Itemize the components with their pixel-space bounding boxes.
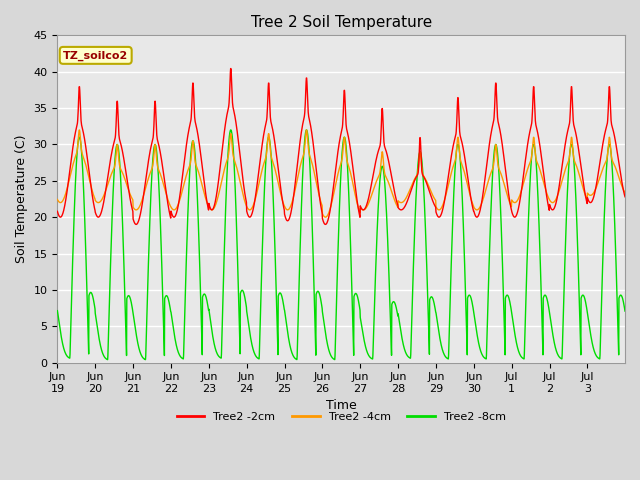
Line: Tree2 -4cm: Tree2 -4cm — [58, 130, 625, 217]
Tree2 -4cm — [621, 190, 629, 195]
Tree2 -2cm — [507, 204, 515, 209]
Tree2 -4cm — [371, 184, 378, 190]
Tree2 -4cm — [322, 214, 330, 220]
Tree2 -8cm — [507, 303, 515, 309]
Tree2 -8cm — [104, 357, 111, 362]
Tree2 -4cm — [588, 192, 595, 198]
Tree2 -2cm — [371, 165, 378, 171]
Tree2 -2cm — [212, 195, 220, 201]
Line: Tree2 -8cm: Tree2 -8cm — [58, 130, 625, 360]
Tree2 -2cm — [227, 66, 235, 72]
Tree2 -8cm — [54, 308, 61, 313]
Tree2 -2cm — [572, 128, 579, 134]
Tree2 -4cm — [212, 201, 220, 207]
Tree2 -2cm — [621, 194, 629, 200]
Line: Tree2 -2cm: Tree2 -2cm — [58, 69, 625, 225]
Title: Tree 2 Soil Temperature: Tree 2 Soil Temperature — [251, 15, 432, 30]
Tree2 -8cm — [588, 334, 595, 340]
Y-axis label: Soil Temperature (C): Soil Temperature (C) — [15, 135, 28, 263]
Tree2 -8cm — [212, 348, 220, 353]
Tree2 -2cm — [588, 200, 595, 205]
Tree2 -4cm — [54, 197, 61, 203]
Tree2 -4cm — [507, 202, 515, 208]
Tree2 -4cm — [76, 127, 83, 133]
Tree2 -4cm — [572, 160, 579, 166]
Text: TZ_soilco2: TZ_soilco2 — [63, 50, 129, 60]
Tree2 -2cm — [132, 222, 140, 228]
Tree2 -8cm — [358, 326, 366, 332]
X-axis label: Time: Time — [326, 399, 356, 412]
Tree2 -2cm — [358, 206, 366, 212]
Tree2 -8cm — [371, 303, 378, 309]
Tree2 -4cm — [358, 207, 366, 213]
Tree2 -8cm — [227, 127, 235, 133]
Tree2 -8cm — [621, 308, 629, 314]
Tree2 -2cm — [54, 208, 61, 214]
Tree2 -8cm — [572, 183, 579, 189]
Legend: Tree2 -2cm, Tree2 -4cm, Tree2 -8cm: Tree2 -2cm, Tree2 -4cm, Tree2 -8cm — [172, 408, 510, 426]
